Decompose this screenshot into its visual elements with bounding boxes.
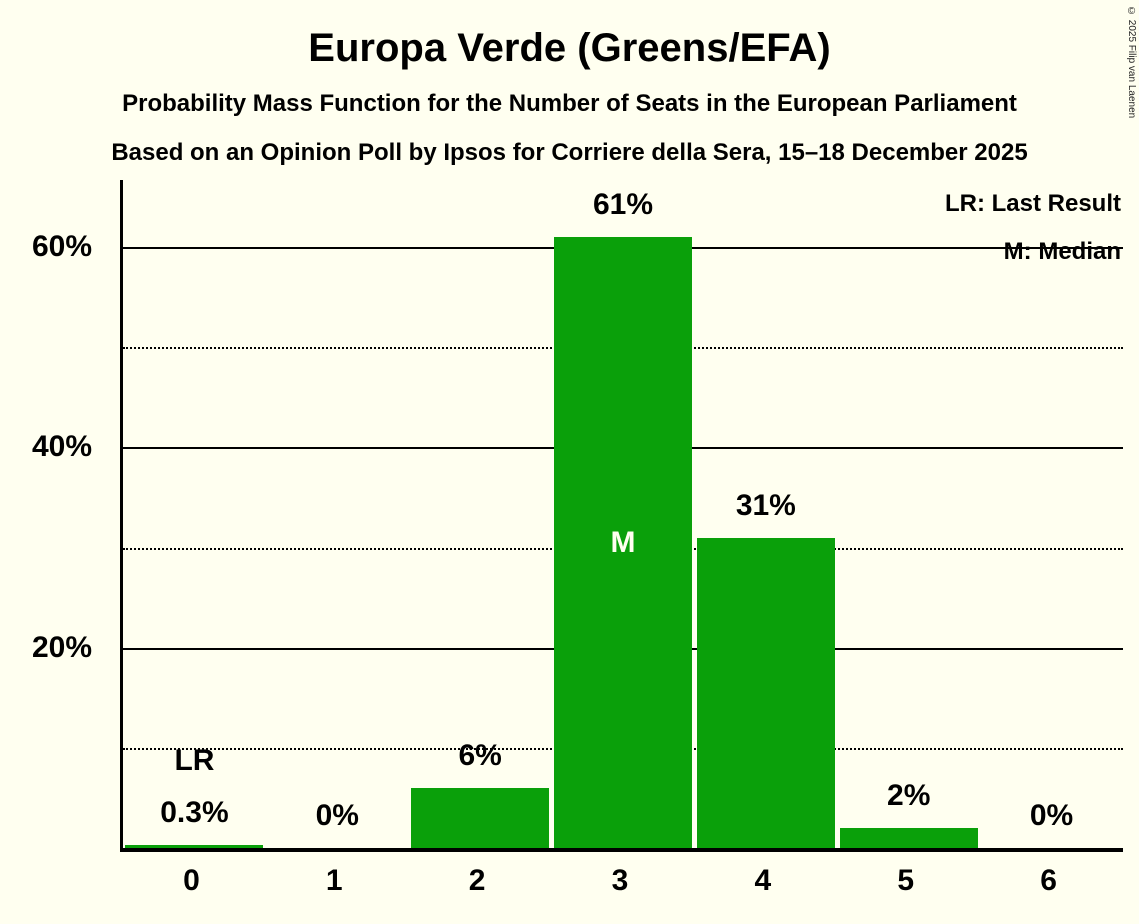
x-tick-label-3: 3 bbox=[611, 864, 629, 897]
bar-value-label-4: 31% bbox=[686, 480, 846, 532]
copyright-notice: © 2025 Filip van Laenen bbox=[1126, 6, 1137, 119]
chart-source-line: Based on an Opinion Poll by Ipsos for Co… bbox=[111, 139, 1028, 166]
bar-seats-5 bbox=[839, 827, 978, 848]
x-axis-labels: 0 1 2 3 4 5 6 bbox=[120, 856, 1120, 904]
bar-seats-2 bbox=[411, 787, 550, 848]
bar-value-label-0: LR 0.3% bbox=[114, 735, 274, 839]
chart-title: Europa Verde (Greens/EFA) bbox=[308, 26, 831, 70]
x-tick-label-4: 4 bbox=[754, 864, 772, 897]
bar-value-label-1: 0% bbox=[257, 790, 417, 842]
y-axis-labels: 20% 40% 60% bbox=[0, 180, 106, 848]
bar-value-label-3: 61% bbox=[543, 179, 703, 231]
x-tick-label-0: 0 bbox=[183, 864, 200, 897]
bar-value-label-5: 2% bbox=[829, 770, 989, 822]
y-tick-label-60: 60% bbox=[31, 230, 92, 264]
bar-value-text-4: 31% bbox=[735, 488, 796, 522]
chart-subtitle: Probability Mass Function for the Number… bbox=[122, 90, 1017, 117]
bar-value-text-0: 0.3% bbox=[160, 796, 229, 829]
x-tick-label-1: 1 bbox=[325, 864, 343, 897]
bar-value-text-1: 0% bbox=[315, 799, 359, 832]
last-result-marker: LR bbox=[174, 744, 215, 777]
bar-value-label-6: 0% bbox=[972, 790, 1132, 842]
y-tick-label-20: 20% bbox=[31, 630, 92, 664]
x-tick-label-5: 5 bbox=[897, 864, 915, 897]
bar-seats-4 bbox=[696, 537, 835, 848]
bar-seats-0 bbox=[125, 845, 264, 848]
chart-legend: LR: Last Result M: Median bbox=[945, 180, 1121, 276]
bar-value-text-5: 2% bbox=[887, 778, 931, 812]
bar-value-text-3: 61% bbox=[592, 188, 654, 222]
legend-last-result: LR: Last Result bbox=[944, 190, 1121, 217]
median-marker: M bbox=[610, 525, 636, 559]
bar-value-text-2: 6% bbox=[458, 738, 502, 772]
y-tick-label-40: 40% bbox=[31, 430, 92, 464]
bar-value-label-2: 6% bbox=[400, 730, 560, 782]
legend-median: M: Median bbox=[1003, 238, 1121, 265]
plot-area: LR: Last Result M: Median LR 0.3% 0% 6% M 61%… bbox=[120, 180, 1123, 852]
bar-value-text-6: 0% bbox=[1029, 799, 1074, 832]
bar-seats-3: M bbox=[554, 237, 692, 848]
x-tick-label-6: 6 bbox=[1040, 864, 1057, 897]
x-tick-label-2: 2 bbox=[468, 864, 486, 897]
